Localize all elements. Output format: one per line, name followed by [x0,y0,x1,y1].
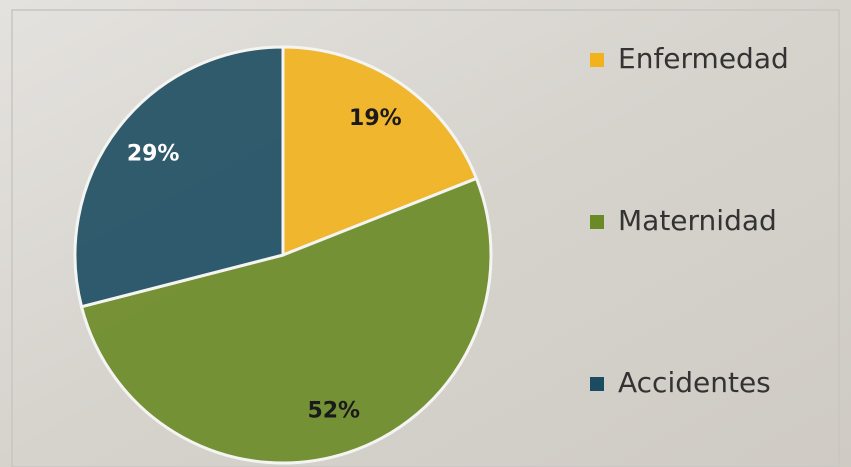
data-label: 52% [307,398,360,423]
pie-slice [281,45,479,258]
legend-swatch [590,215,604,229]
pie-slice [79,176,493,465]
frame [11,9,840,467]
legend: Enfermedad Maternidad Accidentes [590,42,789,399]
data-label: 29% [127,141,180,166]
pie-slice [73,45,285,309]
legend-label: Accidentes [618,366,771,399]
pie: 19% 52% 29% [73,45,493,465]
legend-label: Maternidad [618,204,777,237]
legend-swatch [590,377,604,391]
data-label: 19% [349,106,402,131]
legend-swatch [590,53,604,67]
legend-label: Enfermedad [618,42,789,75]
